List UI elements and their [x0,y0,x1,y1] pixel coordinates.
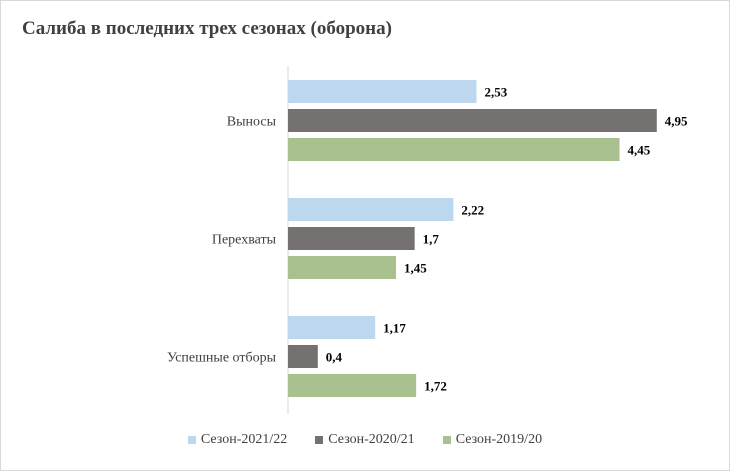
category-label: Выносы [227,115,277,130]
legend-item: Сезон-2019/20 [442,432,543,448]
bar [288,198,454,221]
data-label: 1,45 [404,261,427,276]
legend-item: Сезон-2020/21 [315,432,415,448]
data-label: 2,22 [461,203,484,218]
category-label: Перехваты [212,233,277,248]
legend-swatch [187,436,196,444]
data-label: 1,7 [423,232,440,247]
bar [288,374,417,397]
legend-label: Сезон-2020/21 [328,432,415,447]
bar [288,256,397,279]
bar [288,227,415,250]
legend-label: Сезон-2021/22 [200,432,288,447]
data-label: 4,95 [665,114,688,129]
chart-title: Салиба в последних трех сезонах (оборона… [22,18,392,39]
chart-legend: Сезон-2021/22 Сезон-2020/21 Сезон-2019/20 [0,432,730,448]
bar [288,109,657,132]
bar [288,345,318,368]
data-label: 0,4 [326,350,343,365]
data-label: 4,45 [628,143,651,158]
bar [288,316,376,339]
bar [288,80,477,103]
data-label: 2,53 [484,85,507,100]
data-label: 1,17 [383,321,406,336]
legend-swatch [442,436,451,444]
legend-item: Сезон-2021/22 [187,432,288,448]
bar [288,138,620,161]
legend-swatch [315,436,324,444]
data-label: 1,72 [424,379,447,394]
category-label: Успешные отборы [167,351,277,366]
legend-label: Сезон-2019/20 [455,432,543,447]
